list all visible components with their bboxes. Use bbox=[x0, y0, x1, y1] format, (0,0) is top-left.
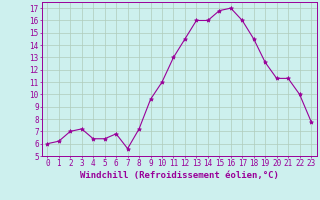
X-axis label: Windchill (Refroidissement éolien,°C): Windchill (Refroidissement éolien,°C) bbox=[80, 171, 279, 180]
